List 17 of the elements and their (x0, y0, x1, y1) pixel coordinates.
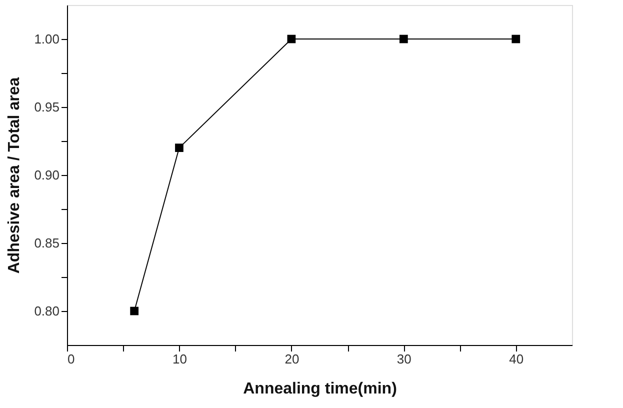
point (287, 34, 296, 44)
y-tick-label: 1.00 (34, 32, 60, 46)
x-tick-label: 0 (68, 352, 75, 366)
y-axis-title: Adhesive area / Total area (6, 77, 24, 274)
x-tick-label: 40 (509, 352, 524, 366)
y-tick-label: 0.80 (34, 304, 60, 318)
point (512, 34, 520, 44)
point (175, 144, 184, 152)
x-axis-title: Annealing time(min) (243, 380, 397, 398)
y-tick-label: 0.95 (34, 100, 60, 114)
point (130, 306, 139, 316)
x-tick-label: 20 (284, 352, 300, 366)
x-tick-label: 10 (172, 352, 187, 366)
x-tick-label: 30 (396, 352, 412, 366)
y-tick-label: 0.90 (34, 168, 60, 182)
point (399, 34, 408, 44)
y-tick-label: 0.85 (34, 236, 60, 250)
